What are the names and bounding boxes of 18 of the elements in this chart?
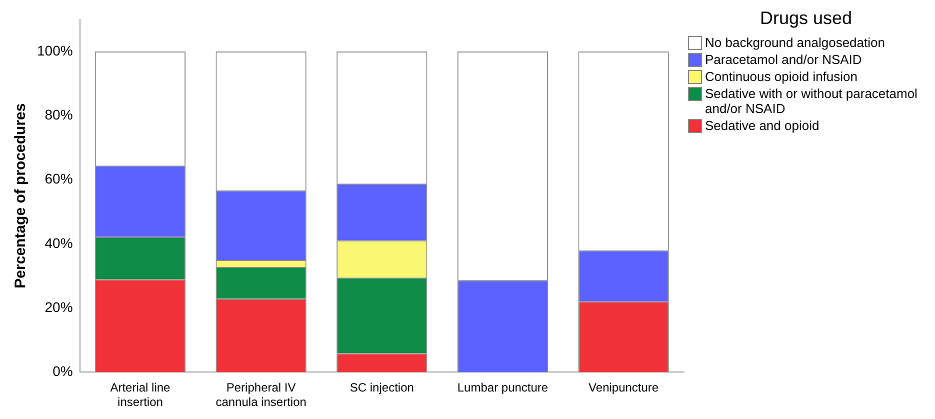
x-tick-label: Arterial line insertion: [110, 380, 171, 410]
y-tick-label: 60%: [44, 170, 73, 187]
legend-label: Sedative and opioid: [705, 118, 820, 133]
y-tick-label: 0%: [52, 363, 73, 380]
y-tick-label: 20%: [44, 298, 73, 315]
x-tick-label: SC injection: [350, 380, 414, 395]
text: No background analgosedation: [705, 35, 885, 50]
legend-label: Continuous opioid infusion: [705, 69, 858, 84]
x-tick-label: Peripheral IV cannula insertion: [216, 380, 306, 410]
x-tick-label: Lumbar puncture: [457, 380, 548, 395]
legend-title: Drugs used: [758, 8, 854, 29]
y-tick-label: 80%: [44, 106, 73, 122]
y-tick-label: 100%: [36, 42, 73, 58]
legend-label: Sedative with or without paracetamol and/or NSAID: [705, 86, 918, 116]
y-axis-title: Percentage of procedures: [12, 103, 30, 288]
x-tick-label: Venipuncture: [588, 380, 659, 395]
y-tick-label: 40%: [44, 234, 73, 251]
legend-label: Paracetamol and/or NSAID: [705, 52, 862, 67]
